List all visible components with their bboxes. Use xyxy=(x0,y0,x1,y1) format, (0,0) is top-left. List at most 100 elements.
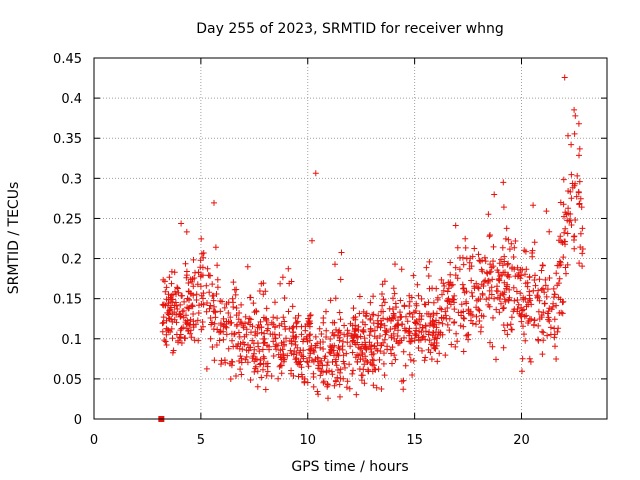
data-point xyxy=(510,308,517,315)
data-point xyxy=(475,251,482,258)
data-point xyxy=(216,337,223,344)
data-point xyxy=(335,367,341,373)
data-point xyxy=(448,341,455,348)
data-point xyxy=(476,307,483,314)
data-point xyxy=(544,332,551,339)
data-point xyxy=(332,377,339,384)
data-point xyxy=(257,357,264,363)
data-point xyxy=(295,373,302,380)
data-point xyxy=(207,335,214,342)
data-point xyxy=(195,310,202,316)
data-point xyxy=(188,334,195,341)
data-point xyxy=(442,352,449,359)
data-point xyxy=(406,303,413,309)
data-point xyxy=(576,260,583,267)
data-point xyxy=(547,324,554,331)
data-point xyxy=(380,296,387,303)
data-point xyxy=(249,355,256,362)
data-point xyxy=(241,333,248,340)
data-point xyxy=(433,310,440,317)
data-point xyxy=(438,314,445,321)
data-point xyxy=(509,264,516,271)
data-point xyxy=(381,336,388,343)
data-point xyxy=(189,278,195,285)
data-point xyxy=(314,388,321,395)
data-point xyxy=(501,296,508,303)
data-point xyxy=(565,188,572,194)
data-point xyxy=(206,272,213,279)
data-point xyxy=(237,340,244,347)
data-point xyxy=(359,328,366,335)
data-point xyxy=(460,308,467,315)
data-point xyxy=(421,301,428,308)
data-point xyxy=(193,297,200,303)
data-point xyxy=(546,228,553,235)
data-point xyxy=(436,350,443,357)
data-point xyxy=(199,264,206,271)
data-points xyxy=(158,74,586,422)
data-point xyxy=(498,256,504,263)
data-point xyxy=(560,201,567,208)
data-point xyxy=(518,272,525,279)
data-point xyxy=(332,295,339,302)
data-point xyxy=(412,332,419,339)
data-point xyxy=(223,301,230,307)
data-point xyxy=(198,292,205,299)
data-point xyxy=(481,278,487,285)
data-point xyxy=(289,303,296,310)
data-point xyxy=(303,335,310,342)
data-point xyxy=(322,353,329,360)
data-point xyxy=(336,345,343,352)
data-point xyxy=(341,322,348,329)
data-point xyxy=(377,348,384,355)
data-point xyxy=(433,285,440,292)
data-point xyxy=(519,355,526,362)
data-point xyxy=(185,280,192,286)
data-point xyxy=(333,362,340,369)
data-point xyxy=(307,347,314,354)
data-point xyxy=(178,220,185,227)
data-point xyxy=(576,178,583,185)
data-point xyxy=(328,368,335,375)
x-tick-label: 5 xyxy=(197,433,205,448)
data-point xyxy=(407,356,414,363)
data-point xyxy=(300,338,306,345)
data-point xyxy=(363,310,370,317)
data-point xyxy=(530,202,537,209)
data-point xyxy=(412,308,419,314)
data-point xyxy=(497,292,504,299)
data-point xyxy=(315,391,322,398)
data-point xyxy=(519,307,526,314)
data-point xyxy=(332,261,338,268)
data-point xyxy=(252,328,259,335)
data-point xyxy=(220,336,227,343)
data-point xyxy=(344,327,351,334)
data-point xyxy=(221,304,228,311)
data-point xyxy=(280,351,287,357)
data-point xyxy=(256,288,263,294)
data-point xyxy=(418,295,425,302)
data-point xyxy=(266,346,273,353)
data-point xyxy=(274,342,281,349)
data-point xyxy=(235,329,242,336)
data-point xyxy=(535,287,542,294)
data-point xyxy=(185,320,191,327)
data-point xyxy=(434,335,441,342)
data-point xyxy=(362,353,369,360)
data-point xyxy=(503,225,510,232)
data-point xyxy=(395,340,402,346)
data-point xyxy=(406,311,413,317)
data-point xyxy=(331,382,338,389)
data-point xyxy=(245,319,252,326)
data-point xyxy=(536,297,543,304)
data-point xyxy=(486,233,493,240)
data-point xyxy=(571,106,578,113)
data-point xyxy=(546,275,553,281)
x-tick-label: 20 xyxy=(513,433,530,448)
data-point xyxy=(369,361,376,368)
data-point xyxy=(189,302,196,309)
data-point xyxy=(538,312,545,319)
data-point xyxy=(460,315,467,321)
data-point xyxy=(465,307,472,314)
